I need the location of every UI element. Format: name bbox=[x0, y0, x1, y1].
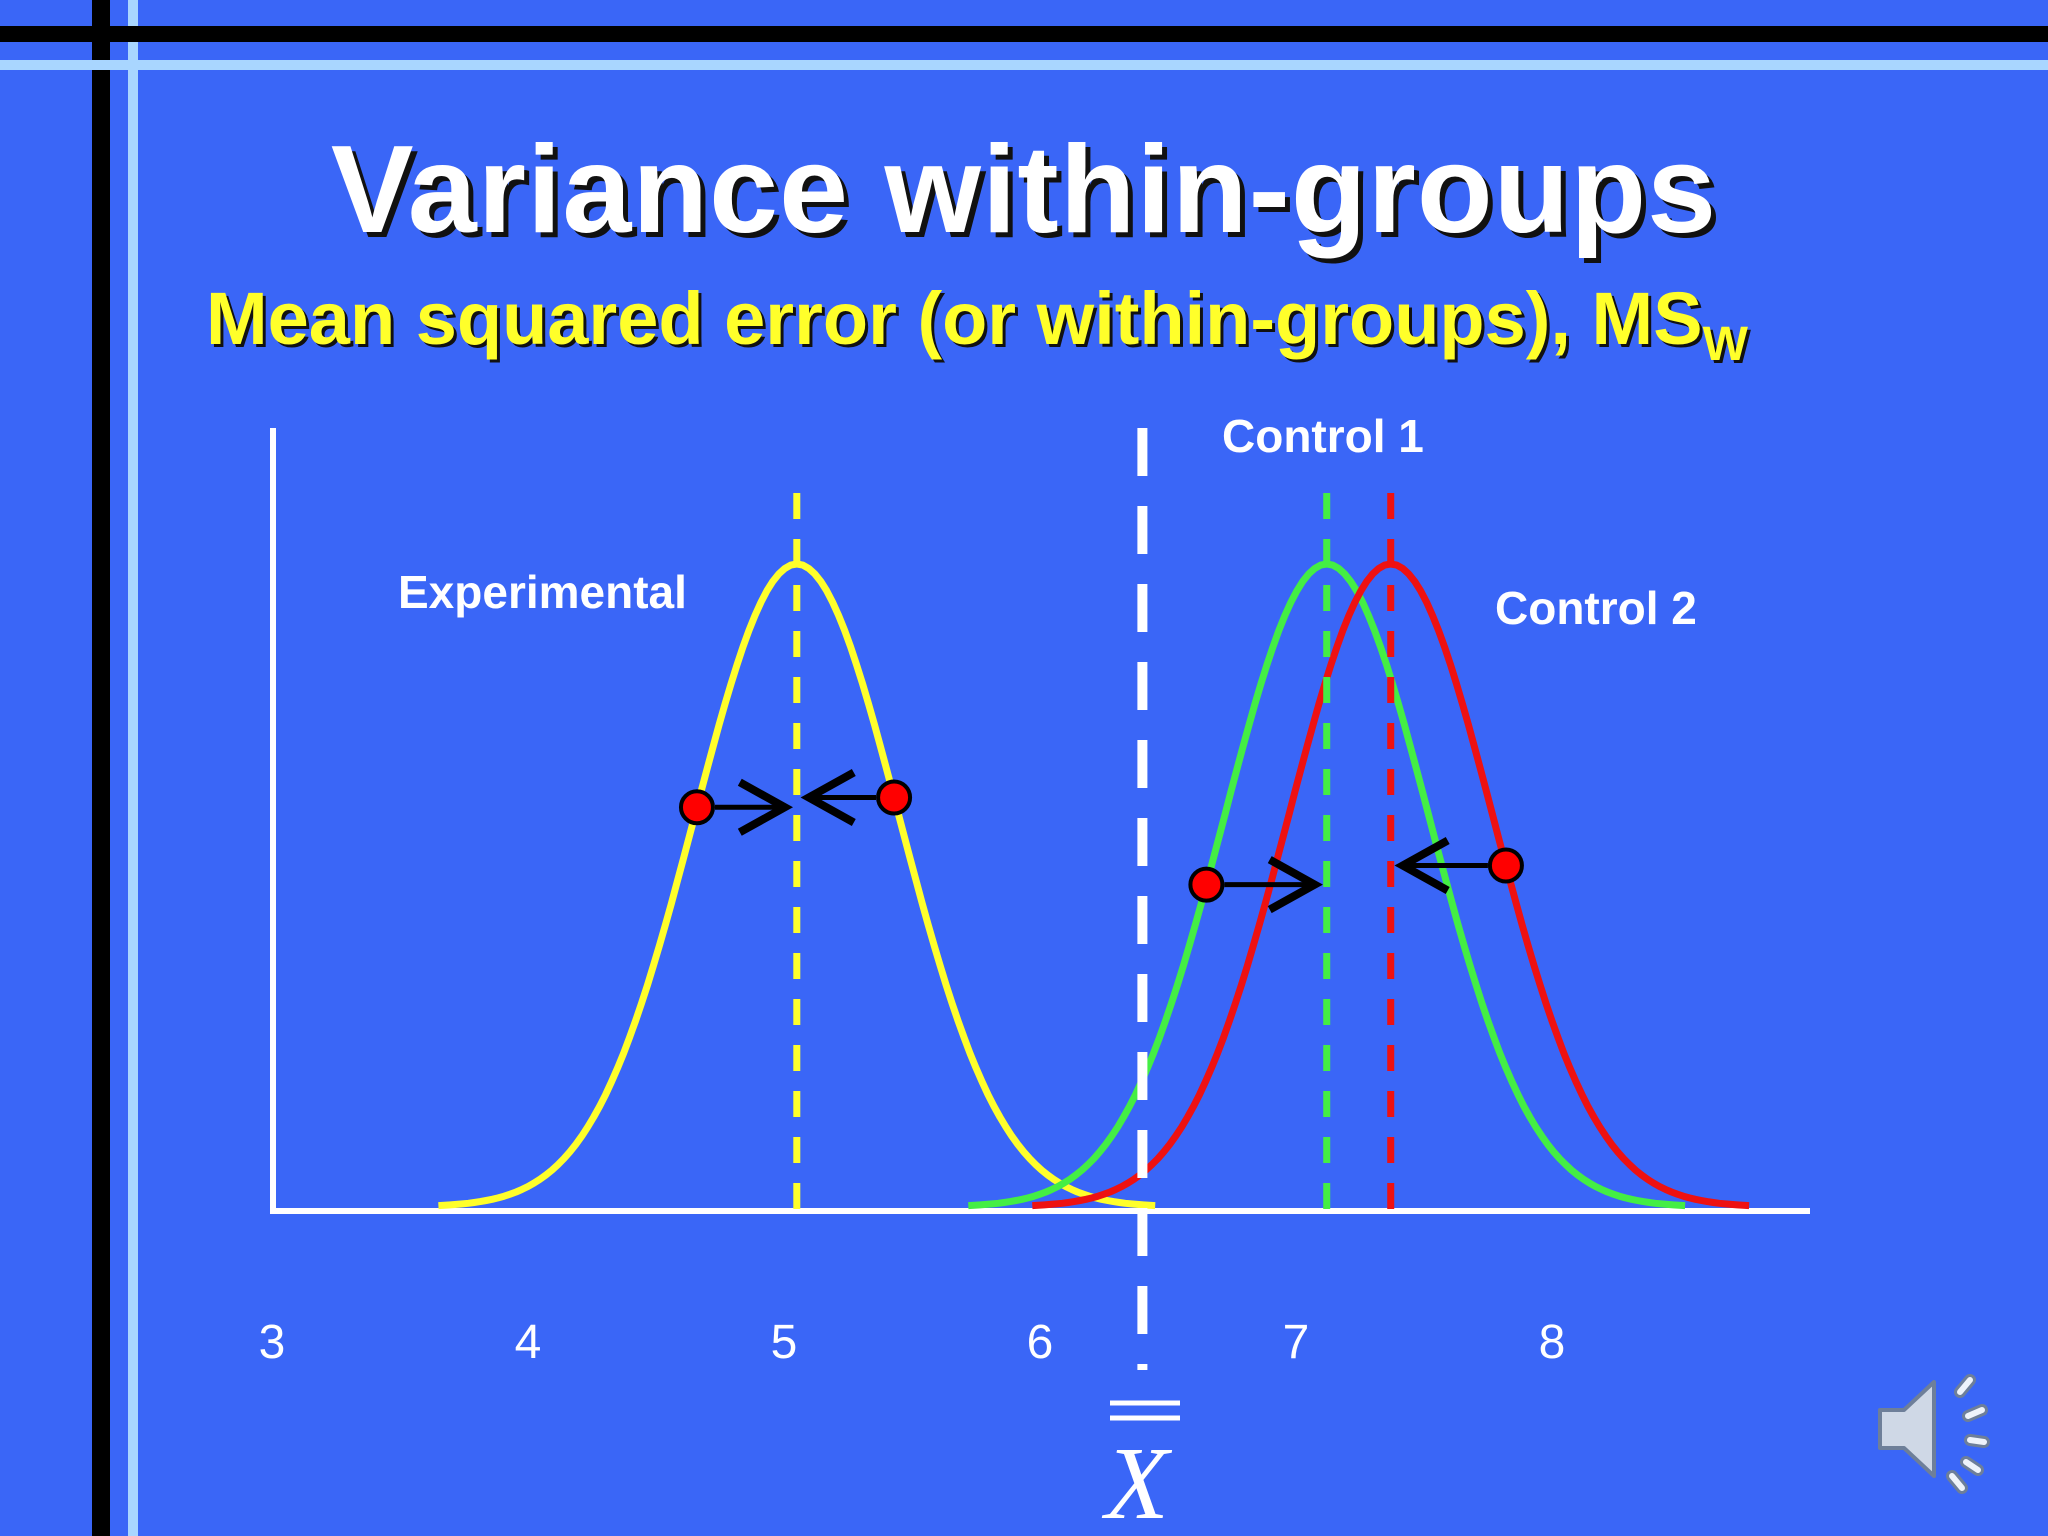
data-point bbox=[876, 779, 913, 816]
frame-bar-vertical-black bbox=[92, 0, 110, 1536]
subtitle-main-text: Mean squared error (or within-groups), M… bbox=[206, 277, 1703, 360]
data-point bbox=[1487, 847, 1524, 884]
data-point bbox=[678, 789, 715, 826]
speaker-icon[interactable] bbox=[1872, 1364, 2012, 1494]
frame-bar-horizontal-light bbox=[0, 60, 2048, 70]
points-layer bbox=[678, 769, 1524, 914]
data-point bbox=[1188, 866, 1225, 903]
speaker-body bbox=[1878, 1380, 1936, 1478]
grand-mean-symbol: X bbox=[1101, 1400, 1180, 1536]
label-control-2: Control 2 bbox=[1495, 582, 1697, 634]
label-control-1: Control 1 bbox=[1222, 410, 1424, 462]
frame-bar-vertical-light bbox=[128, 0, 138, 1536]
slide-title: Variance within-groups bbox=[330, 121, 1718, 259]
tick-label: 8 bbox=[1539, 1316, 1566, 1369]
means-layer bbox=[793, 428, 1395, 1370]
tick-label: 3 bbox=[259, 1316, 286, 1369]
group-labels: Experimental Control 1 Control 2 bbox=[398, 410, 1697, 634]
label-experimental: Experimental bbox=[398, 566, 687, 618]
slide-subtitle: Mean squared error (or within-groups), M… bbox=[206, 282, 1748, 369]
tick-label: 4 bbox=[515, 1316, 542, 1369]
subtitle-subscript: W bbox=[1702, 318, 1748, 371]
tick-label: 6 bbox=[1027, 1316, 1054, 1369]
grand-mean-x-label: X bbox=[1101, 1426, 1172, 1536]
axes bbox=[270, 428, 1810, 1214]
tick-label: 7 bbox=[1283, 1316, 1310, 1369]
tick-label: 5 bbox=[771, 1316, 798, 1369]
curves-layer bbox=[438, 560, 1750, 1210]
tick-labels: 3 4 5 6 7 8 bbox=[259, 1316, 1566, 1369]
sound-waves-inner bbox=[1949, 1377, 1987, 1491]
frame-bar-horizontal-black bbox=[0, 26, 2048, 42]
